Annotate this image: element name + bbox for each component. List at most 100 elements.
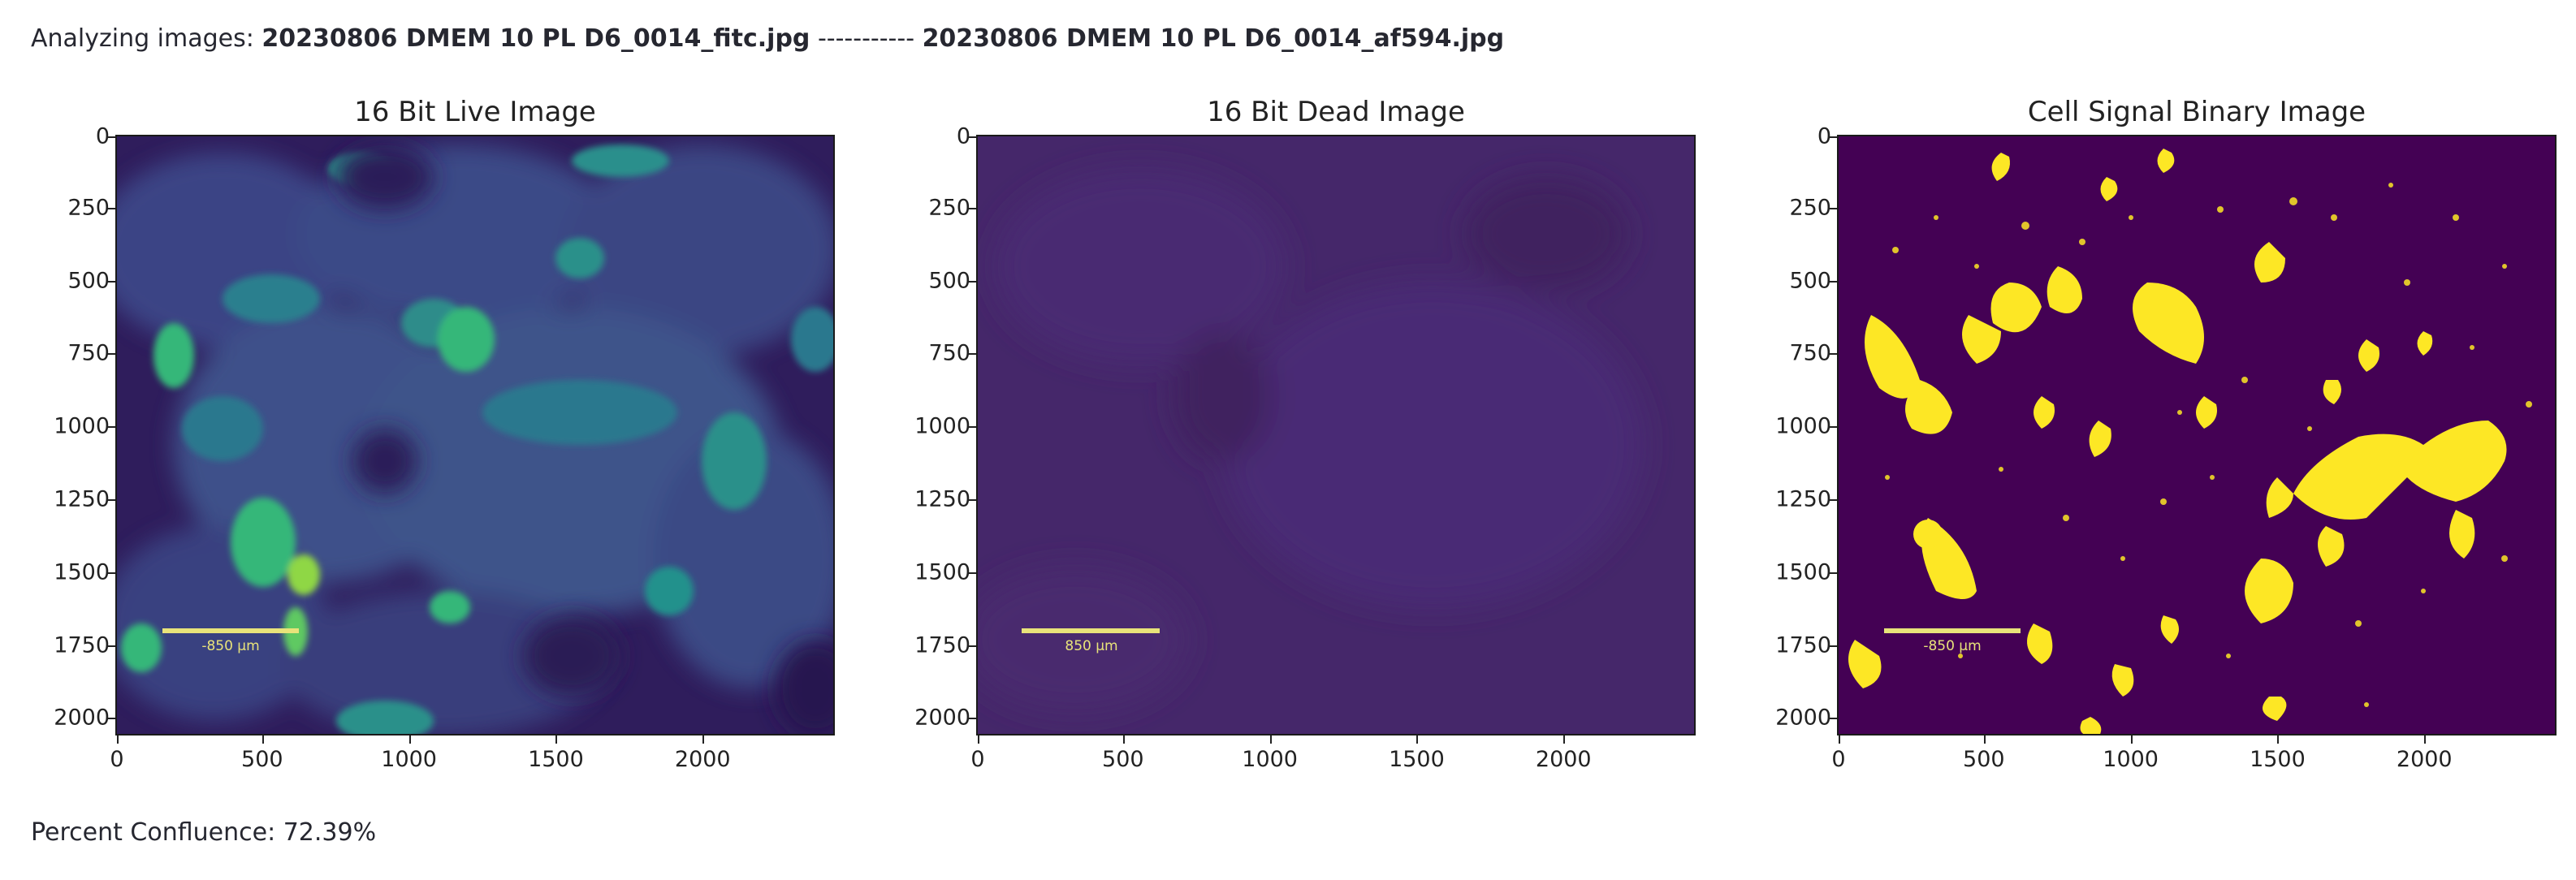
scale-bar	[1884, 628, 2021, 633]
y-tick-label: 2000	[54, 705, 110, 731]
x-tick-label: 0	[970, 747, 985, 772]
y-tick-mark	[1829, 207, 1837, 209]
y-tick-mark	[968, 645, 976, 647]
x-tick-label: 1500	[1389, 747, 1445, 772]
y-tick-label: 1000	[54, 413, 110, 439]
y-tick-mark	[1829, 280, 1837, 283]
y-tick-label: 2000	[1775, 705, 1831, 731]
af594-filename: 20230806 DMEM 10 PL D6_0014_af594.jpg	[922, 24, 1505, 53]
x-tick-label: 2000	[2396, 747, 2453, 772]
x-tick-mark	[978, 735, 979, 744]
y-tick-label: 750	[928, 340, 970, 366]
x-tick-mark	[261, 735, 264, 744]
x-tick-mark	[408, 735, 411, 744]
y-tick-label: 0	[1817, 123, 1831, 149]
x-tick-mark	[2277, 735, 2280, 744]
live-image-plot: 16 Bit Live Image	[0, 89, 845, 779]
x-tick-mark	[555, 735, 558, 744]
y-tick-mark	[107, 645, 115, 647]
fitc-filename: 20230806 DMEM 10 PL D6_0014_fitc.jpg	[261, 24, 810, 53]
x-tick-label: 0	[110, 747, 124, 772]
y-tick-mark	[968, 353, 976, 356]
y-tick-label: 250	[1789, 195, 1831, 221]
y-tick-label: 500	[67, 268, 110, 294]
x-tick-mark	[1416, 735, 1419, 744]
y-tick-label: 500	[928, 268, 970, 294]
y-tick-label: 1000	[1775, 413, 1831, 439]
y-tick-label: 1750	[914, 632, 970, 658]
x-tick-mark	[1839, 735, 1840, 744]
binary-image-plot: Cell Signal Binary Image	[1722, 89, 2566, 779]
y-tick-label: 1250	[54, 486, 110, 512]
y-tick-mark	[107, 499, 115, 502]
x-tick-label: 500	[241, 747, 283, 772]
analysis-header: Analyzing images: 20230806 DMEM 10 PL D6…	[31, 24, 1505, 53]
y-tick-label: 1500	[1775, 559, 1831, 585]
binary-image	[1837, 135, 2557, 735]
live-image	[115, 135, 835, 735]
dead-image	[976, 135, 1696, 735]
scale-bar	[162, 628, 299, 633]
y-tick-label: 250	[928, 195, 970, 221]
y-tick-label: 750	[67, 340, 110, 366]
dead-image-plot: 16 Bit Dead Image 850 μm 0 250 500 750 1000 1…	[861, 89, 1705, 779]
y-tick-label: 0	[95, 123, 110, 149]
y-tick-mark	[107, 572, 115, 574]
y-tick-mark	[1829, 136, 1837, 138]
scale-bar-label: 850 μm	[1065, 638, 1118, 654]
y-tick-mark	[107, 136, 115, 138]
y-tick-label: 1750	[1775, 632, 1831, 658]
x-tick-label: 1500	[2250, 747, 2306, 772]
y-tick-label: 1000	[914, 413, 970, 439]
x-tick-label: 500	[1963, 747, 2005, 772]
y-tick-label: 1250	[1775, 486, 1831, 512]
x-tick-label: 1000	[2103, 747, 2159, 772]
y-tick-mark	[1829, 499, 1837, 502]
y-tick-mark	[1829, 718, 1837, 720]
y-tick-mark	[968, 718, 976, 720]
y-tick-mark	[107, 207, 115, 209]
x-tick-label: 1000	[1242, 747, 1298, 772]
y-tick-label: 1750	[54, 632, 110, 658]
scale-bar-label: -850 μm	[201, 638, 260, 654]
x-tick-mark	[117, 735, 119, 744]
y-tick-mark	[1829, 353, 1837, 356]
y-tick-mark	[968, 280, 976, 283]
plot-title: 16 Bit Live Image	[354, 96, 596, 128]
scale-bar	[1022, 628, 1160, 633]
plot-title: 16 Bit Dead Image	[1207, 96, 1465, 128]
x-tick-label: 500	[1102, 747, 1144, 772]
y-tick-mark	[968, 136, 976, 138]
y-tick-label: 1250	[914, 486, 970, 512]
y-tick-mark	[968, 207, 976, 209]
y-tick-label: 500	[1789, 268, 1831, 294]
plot-title: Cell Signal Binary Image	[2027, 96, 2366, 128]
y-tick-mark	[107, 718, 115, 720]
y-tick-label: 250	[67, 195, 110, 221]
x-tick-label: 1000	[381, 747, 437, 772]
x-tick-mark	[2130, 735, 2133, 744]
y-tick-mark	[107, 280, 115, 283]
x-tick-mark	[1983, 735, 1986, 744]
x-tick-label: 2000	[1535, 747, 1592, 772]
y-tick-label: 1500	[914, 559, 970, 585]
y-tick-mark	[968, 426, 976, 429]
y-tick-mark	[968, 499, 976, 502]
x-tick-mark	[702, 735, 705, 744]
x-tick-mark	[2424, 735, 2427, 744]
scale-bar-label: -850 μm	[1923, 638, 1982, 654]
x-tick-label: 2000	[674, 747, 731, 772]
x-tick-label: 0	[1831, 747, 1846, 772]
y-tick-mark	[107, 426, 115, 429]
y-tick-label: 1500	[54, 559, 110, 585]
percent-confluence: Percent Confluence: 72.39%	[31, 818, 377, 847]
x-tick-mark	[1563, 735, 1566, 744]
y-tick-mark	[107, 353, 115, 356]
x-tick-label: 1500	[528, 747, 584, 772]
y-tick-mark	[1829, 645, 1837, 647]
x-tick-mark	[1269, 735, 1272, 744]
y-tick-mark	[1829, 572, 1837, 574]
y-tick-mark	[968, 572, 976, 574]
y-tick-label: 750	[1789, 340, 1831, 366]
y-tick-label: 0	[956, 123, 970, 149]
